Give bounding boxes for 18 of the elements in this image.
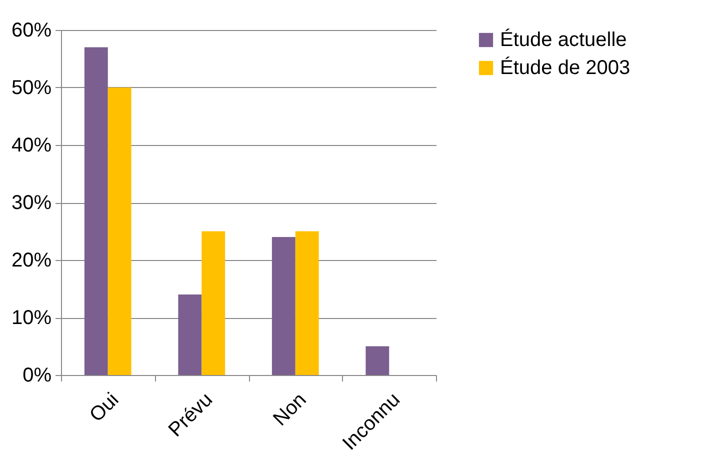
- bar: [202, 231, 226, 375]
- bar: [295, 231, 319, 375]
- bar: [84, 47, 108, 375]
- bar: [272, 237, 296, 375]
- x-tick-label: Non: [269, 388, 311, 430]
- y-tick-label: 20%: [11, 250, 52, 272]
- bar: [108, 88, 132, 375]
- y-tick-label: 30%: [11, 192, 52, 214]
- y-tick-label: 60%: [11, 20, 52, 42]
- legend-label: Étude actuelle: [500, 28, 627, 51]
- bar: [178, 294, 202, 375]
- x-tick-label: Oui: [86, 388, 124, 426]
- bar: [366, 346, 390, 375]
- legend-label: Étude de 2003: [500, 56, 630, 79]
- y-tick-label: 40%: [11, 134, 52, 156]
- y-tick-label: 50%: [11, 77, 52, 99]
- y-tick-label: 10%: [11, 307, 52, 329]
- y-tick-label: 0%: [22, 364, 52, 386]
